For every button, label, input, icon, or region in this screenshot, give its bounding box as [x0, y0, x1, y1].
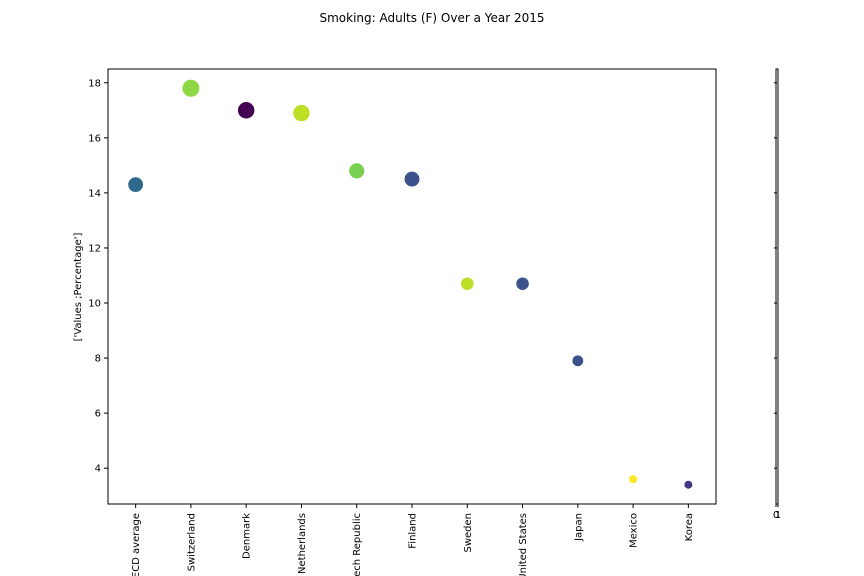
data-point — [460, 277, 474, 291]
y-tick-label: 4 — [95, 464, 101, 475]
data-point — [629, 475, 638, 484]
data-point — [516, 277, 529, 291]
x-tick-label: Korea — [684, 513, 695, 541]
data-point — [684, 480, 693, 489]
colorbar-tick-label: 1 — [775, 510, 781, 521]
x-tick-label: Denmark — [242, 513, 253, 559]
data-point — [349, 163, 365, 179]
x-tick-label: Switzerland — [186, 513, 197, 571]
y-tick-label: 6 — [95, 409, 101, 420]
x-tick-label: Czech Republic — [352, 513, 363, 576]
data-point — [404, 171, 420, 187]
plot-area — [107, 68, 717, 505]
colorbar: 01 — [773, 68, 781, 521]
data-point — [293, 104, 310, 122]
x-tick-label: OECD average — [131, 513, 142, 576]
data-points — [128, 79, 693, 489]
y-tick-label: 18 — [88, 78, 101, 89]
y-tick-label: 10 — [88, 299, 101, 310]
y-axis: 4 6 8 10 12 14 16 18 — [88, 78, 108, 475]
x-tick-label: United States — [518, 513, 529, 576]
colorbar-frame — [775, 68, 779, 505]
y-tick-label: 16 — [88, 133, 101, 144]
x-axis: OECD average Switzerland Denmark Netherland… — [131, 504, 695, 576]
x-tick-label: Netherlands — [297, 513, 308, 574]
colorbar-ticks: 01 — [773, 82, 781, 521]
data-point — [128, 177, 144, 193]
y-tick-label: 14 — [88, 188, 101, 199]
y-tick-label: 8 — [95, 354, 101, 365]
y-axis-label: ['Values ;Percentage'] — [73, 233, 84, 342]
data-point — [572, 355, 584, 367]
x-tick-label: Finland — [408, 513, 419, 549]
x-tick-label: Japan — [573, 513, 584, 542]
chart-title: Smoking: Adults (F) Over a Year 2015 — [319, 11, 544, 25]
x-tick-label: Mexico — [629, 513, 640, 548]
x-tick-label: Sweden — [463, 513, 474, 553]
colorbar-tick-label: 0 — [773, 510, 779, 521]
y-tick-label: 12 — [88, 243, 101, 254]
data-point — [182, 79, 200, 97]
data-point — [237, 102, 255, 119]
